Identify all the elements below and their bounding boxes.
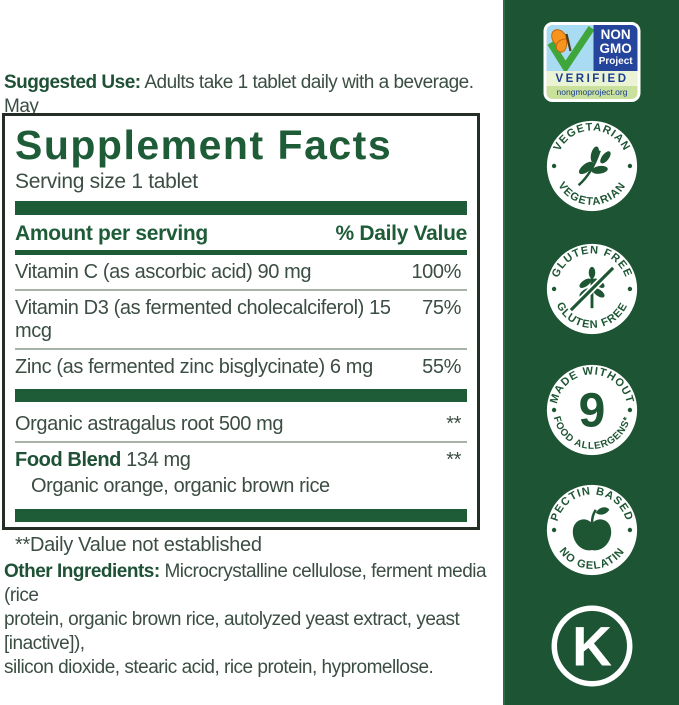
non-gmo-verified-text: VERIFIED	[546, 71, 638, 86]
label-content: Suggested Use: Adults take 1 tablet dail…	[2, 72, 496, 680]
column-daily-value: % Daily Value	[335, 222, 467, 246]
crossed-wheat-icon	[568, 265, 616, 313]
non-gmo-line1: NON	[600, 27, 631, 42]
food-blend-name: Food Blend	[15, 449, 121, 472]
non-gmo-badge-wordmark: NON GMO Project	[593, 25, 638, 71]
row-separator	[15, 348, 467, 351]
other-ingredients-label: Other Ingredients:	[4, 561, 160, 582]
non-gmo-url-text: nongmoproject.org	[546, 86, 638, 99]
nutrient-value: **	[446, 449, 461, 472]
daily-value-footnote: **Daily Value not established	[15, 534, 262, 557]
apple-icon	[572, 507, 612, 551]
panel-title: Supplement Facts	[15, 122, 393, 168]
nine-numeral: 9	[579, 384, 606, 437]
nutrient-value: 75%	[422, 297, 461, 320]
food-blend-amount: 134 mg	[120, 449, 191, 472]
table-header-row: Amount per serving % Daily Value	[15, 215, 467, 256]
food-blend-components: Organic orange, organic brown rice	[31, 475, 330, 498]
nutrient-value: **	[446, 413, 461, 436]
butterfly-icon	[551, 29, 572, 53]
other-ingredients-text: Microcrystalline cellulose, ferment medi…	[4, 561, 487, 678]
row-separator	[15, 289, 467, 292]
divider-bar	[15, 201, 467, 216]
badge-sidebar: NON GMO Project VERIFIED nongmoproject.o…	[503, 0, 679, 705]
table-row-zinc: Zinc (as fermented zinc bisglycinate) 6 …	[15, 350, 467, 384]
suggested-use-label: Suggested Use:	[4, 72, 141, 93]
nutrient-name: Food Blend 134 mg	[15, 449, 191, 472]
nutrient-name: Organic astragalus root 500 mg	[15, 413, 284, 436]
pectin-based-badge: PECTIN BASED NO GELATIN	[546, 484, 638, 576]
allergen-free-badge: MADE WITHOUT FOOD ALLERGENS* 9	[546, 364, 638, 456]
butterfly-checkmark-icon	[546, 25, 594, 71]
non-gmo-badge-top: NON GMO Project	[546, 25, 638, 71]
leaf-branch-icon	[577, 146, 611, 187]
row-separator	[15, 441, 467, 444]
divider-bar	[15, 509, 467, 523]
non-gmo-line3: Project	[598, 55, 633, 67]
nutrient-value: 55%	[422, 356, 461, 379]
nutrient-name: Vitamin D3 (as fermented cholecalciferol…	[15, 297, 391, 343]
kosher-badge: K	[551, 605, 633, 687]
column-amount-per-serving: Amount per serving	[15, 222, 208, 246]
non-gmo-line2: GMO	[599, 40, 632, 56]
divider-bar	[15, 389, 467, 403]
other-ingredients: Other Ingredients: Microcrystalline cell…	[4, 560, 496, 680]
vegetarian-badge: VEGETARIAN VEGETARIAN	[546, 120, 638, 212]
table-row-vitamin-d3: Vitamin D3 (as fermented cholecalciferol…	[15, 291, 467, 348]
kosher-k-letter: K	[572, 615, 612, 677]
supplement-facts-panel: Supplement Facts Serving size 1 tablet A…	[2, 113, 480, 556]
table-row-vitamin-c: Vitamin C (as ascorbic acid) 90 mg 100%	[15, 255, 467, 289]
table-row-food-blend: Food Blend 134 mg **	[15, 443, 467, 477]
kosher-circle	[551, 605, 633, 687]
nutrient-name: Vitamin C (as ascorbic acid) 90 mg	[15, 261, 312, 284]
nutrient-name: Zinc (as fermented zinc bisglycinate) 6 …	[15, 356, 373, 379]
gluten-free-badge: GLUTEN FREE GLUTEN FREE	[546, 243, 638, 335]
non-gmo-project-verified-badge: NON GMO Project VERIFIED nongmoproject.o…	[543, 22, 641, 102]
nutrient-value: 100%	[411, 261, 461, 284]
table-row-astragalus: Organic astragalus root 500 mg **	[15, 407, 467, 441]
serving-size: Serving size 1 tablet	[15, 170, 198, 194]
